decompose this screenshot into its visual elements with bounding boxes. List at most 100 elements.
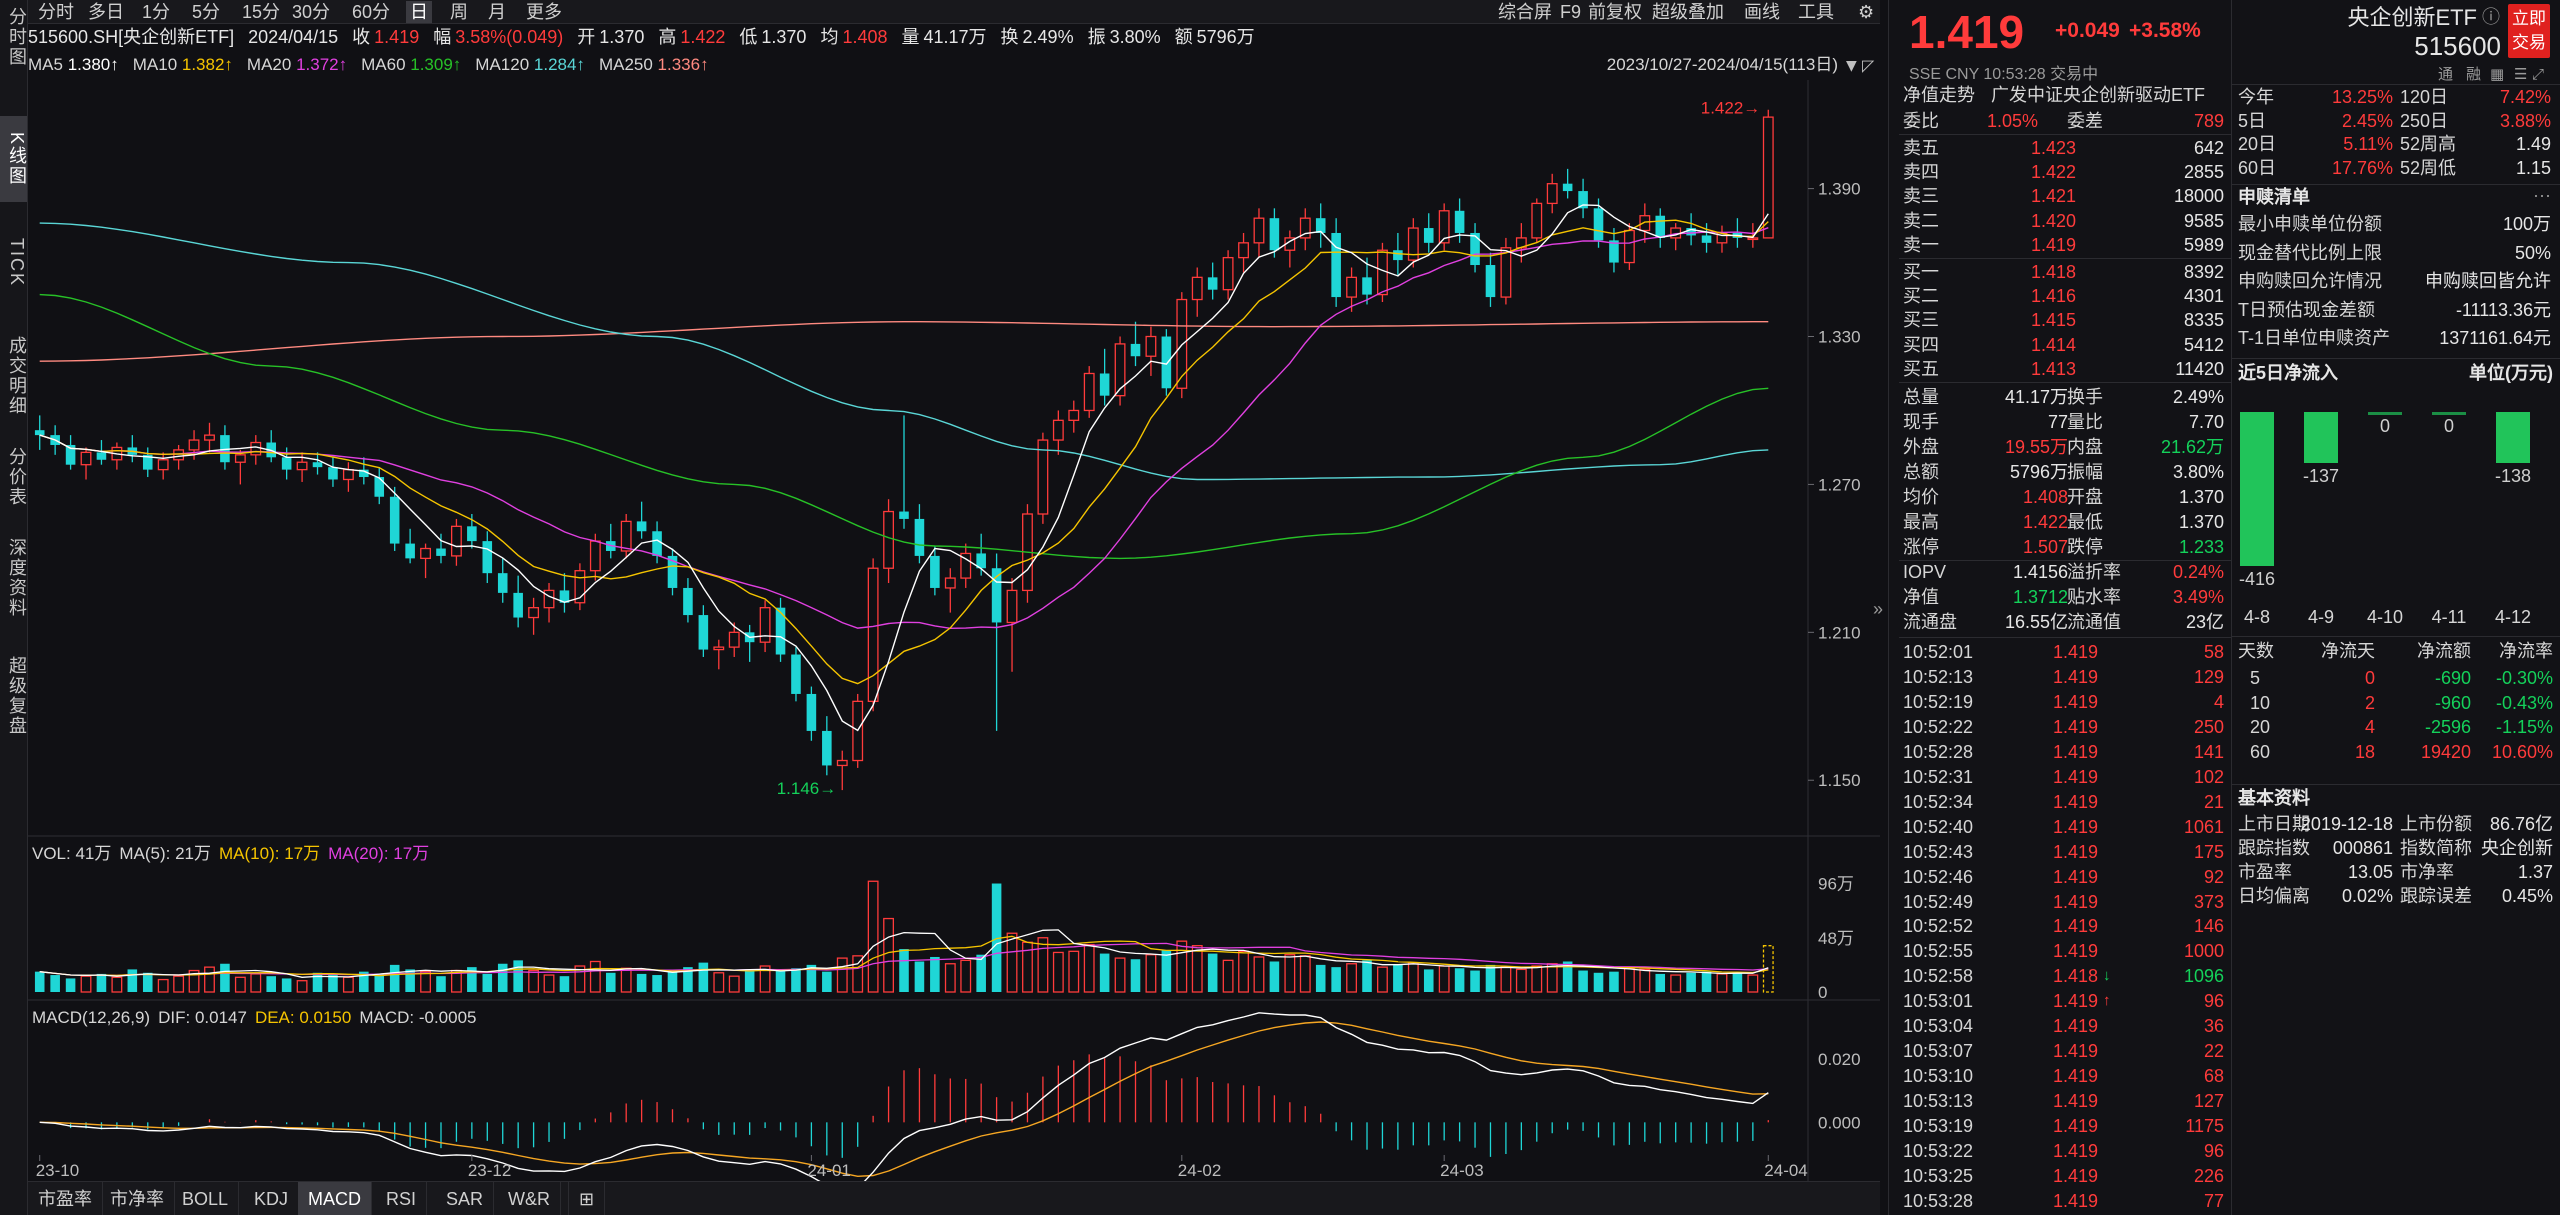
stat-value: 1.370 (2178, 512, 2224, 532)
open-label: 开 (577, 27, 595, 47)
view-nav-1[interactable]: K线图 (0, 116, 27, 202)
candle (34, 430, 45, 436)
list-icon[interactable]: ☰ (2514, 66, 2528, 83)
period-tab-5[interactable]: 30分 (292, 2, 331, 22)
info-icon[interactable]: ⓘ (2482, 7, 2500, 27)
period-tab-2[interactable]: 1分 (142, 2, 171, 22)
view-nav-6[interactable]: 超级复盘 (7, 656, 27, 736)
ma-legend-label: MA60 (361, 55, 410, 74)
last-price: 1.419 (1909, 6, 2025, 58)
divider (2232, 84, 2560, 85)
volume-bar (1686, 972, 1696, 992)
toolbar-right-5[interactable]: 工具 (1798, 2, 1834, 22)
perf-label: 60日 (2238, 157, 2277, 178)
period-tab-3[interactable]: 5分 (192, 2, 221, 22)
view-nav-0[interactable]: 分时图 (7, 7, 27, 67)
avg-value: 1.408 (842, 27, 887, 47)
candle (389, 496, 400, 544)
low-value: 1.370 (761, 27, 806, 47)
tong-badge: 通 (2438, 66, 2454, 83)
inflow-date: 4-11 (2431, 607, 2467, 627)
tick-time: 10:52:55 (1903, 941, 1974, 962)
ask-price: 1.419 (2030, 234, 2076, 255)
macd-legend-item: MACD: -0.0005 (359, 1008, 476, 1027)
net-inflow-unit: 单位(万元) (2469, 363, 2553, 383)
basic-value: 0.45% (2501, 886, 2553, 906)
range-dropdown-icon[interactable]: ▼ (1846, 58, 1857, 74)
volume-bar (1470, 970, 1480, 992)
indicator-tab-1[interactable]: 市净率 (100, 1182, 175, 1215)
indicator-tab-4[interactable]: MACD (298, 1182, 372, 1215)
flow-net-amount: -2596 (2424, 717, 2471, 737)
volume-bar (1099, 953, 1110, 992)
flow-days: 60 (2250, 741, 2271, 762)
collapse-panel-icon[interactable]: » (1873, 599, 1884, 619)
indicator-tab-6[interactable]: SAR (436, 1182, 495, 1215)
candle (420, 547, 431, 560)
view-nav-3[interactable]: 成交明细 (7, 336, 27, 416)
toolbar-right-3[interactable]: 超级叠加 (1652, 2, 1724, 22)
candle (528, 607, 540, 619)
kline-chart[interactable]: 515600.SH[央企创新ETF] 2024/04/15 收 1.419 幅 3.58%… (28, 24, 1880, 1181)
chart-grid (28, 80, 1880, 1181)
volume-bar (96, 973, 107, 992)
candle (234, 454, 246, 463)
indicator-tab-5[interactable]: RSI (376, 1182, 428, 1215)
candle (713, 646, 725, 651)
price-axis-label: 1.270 (1818, 475, 1861, 494)
view-nav-2[interactable]: TICK (7, 238, 27, 288)
view-nav-5[interactable]: 深度资料 (7, 538, 27, 618)
view-nav-4[interactable]: 分价表 (7, 447, 27, 507)
gear-icon[interactable]: ⚙ (1858, 2, 1875, 22)
tick-volume: 1000 (2183, 941, 2224, 962)
period-tab-8[interactable]: 周 (450, 2, 468, 22)
candle (960, 552, 972, 579)
period-tab-1[interactable]: 多日 (88, 2, 124, 22)
toolbar-right-4[interactable]: 画线 (1744, 2, 1780, 22)
ask-volume: 642 (2193, 138, 2224, 158)
expand-icon[interactable]: ⤢ (2532, 66, 2545, 83)
rong-badge: 融 (2466, 66, 2482, 83)
volume-bar (1299, 955, 1311, 993)
indicator-tab-7[interactable]: W&R (498, 1182, 561, 1215)
indicator-tab-0[interactable]: 市盈率 (28, 1182, 103, 1215)
toolbar-right-2[interactable]: 前复权 (1588, 2, 1642, 22)
price-axis-label: 1.210 (1818, 623, 1861, 642)
tick-price: 1.419 (2052, 1016, 2098, 1037)
quick-trade-label: 交易 (2512, 33, 2546, 52)
volume-bar (1315, 964, 1326, 992)
tick-time: 10:52:43 (1903, 841, 1974, 862)
volume-bar (759, 965, 771, 993)
date-axis-label: 23-12 (468, 1161, 511, 1180)
volume-bar (142, 972, 153, 992)
divider (2232, 636, 2560, 637)
period-tab-0[interactable]: 分时 (38, 2, 74, 22)
candle (204, 434, 215, 441)
indicator-tab-3[interactable]: KDJ (244, 1182, 300, 1215)
period-tab-10[interactable]: 更多 (526, 2, 562, 22)
redemption-label: 申购赎回允许情况 (2238, 271, 2382, 292)
add-indicator-icon[interactable]: ⊞ (568, 1182, 606, 1215)
period-tab-6[interactable]: 60分 (352, 2, 391, 22)
ma-legend: MA5 1.380↑ MA10 1.382↑ MA20 1.372↑ MA60 1.3… (28, 55, 709, 74)
period-tab-9[interactable]: 月 (488, 2, 506, 22)
basic-label: 市净率 (2400, 862, 2454, 882)
toolbar-right-0[interactable]: 综合屏 (1498, 2, 1552, 22)
volume-bar (173, 975, 185, 993)
expand-icon[interactable]: ◸ (1862, 56, 1875, 75)
tick-time: 10:52:34 (1903, 791, 1974, 812)
tick-price: 1.419 (2052, 1041, 2098, 1062)
date-axis-label: 24-01 (807, 1161, 850, 1180)
candle (436, 548, 446, 556)
grid-icon[interactable]: ▦ (2490, 66, 2505, 83)
low-label: 低 (739, 27, 757, 47)
period-tab-7[interactable]: 日 (406, 1, 432, 23)
stat-value: 3.80% (2172, 462, 2224, 482)
divider (1899, 382, 2231, 383)
candle (559, 590, 570, 603)
volume-bar (667, 971, 678, 992)
toolbar-right-1[interactable]: F9 (1560, 2, 1582, 22)
quick-trade-button[interactable]: 立即 交易 (2508, 4, 2550, 58)
indicator-tab-2[interactable]: BOLL (172, 1182, 240, 1215)
period-tab-4[interactable]: 15分 (242, 2, 281, 22)
